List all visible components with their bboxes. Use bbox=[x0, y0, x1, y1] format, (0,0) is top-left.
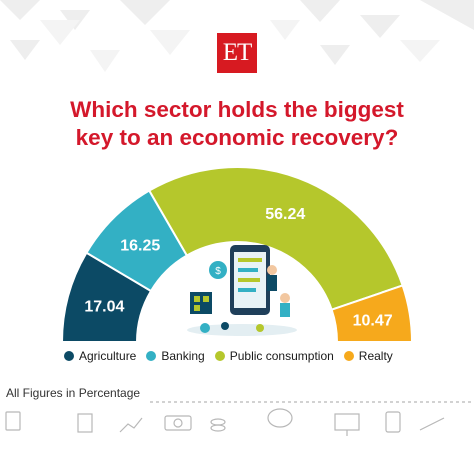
value-label-banking: 16.25 bbox=[120, 237, 160, 254]
et-logo: ET bbox=[217, 33, 257, 73]
notepad-icon bbox=[77, 413, 93, 433]
finance-illustration: $ bbox=[187, 245, 297, 336]
legend-item-public-consumption: Public consumption bbox=[214, 349, 334, 363]
background-pattern bbox=[0, 0, 474, 72]
legend-label-banking: Banking bbox=[161, 349, 205, 363]
calculator-icon bbox=[385, 411, 401, 433]
chart-legend: Agriculture Banking Public consumption R… bbox=[64, 348, 403, 364]
value-label-public-consumption: 56.24 bbox=[265, 206, 305, 223]
legend-item-agriculture: Agriculture bbox=[64, 349, 136, 363]
chart-title: Which sector holds the biggest key to an… bbox=[0, 96, 474, 152]
footer-icon-strip bbox=[5, 401, 474, 436]
legend-swatch-banking bbox=[146, 351, 157, 361]
trend-icon bbox=[119, 417, 143, 433]
monitor-icon bbox=[334, 413, 360, 431]
title-line-2: key to an economic recovery? bbox=[75, 125, 399, 150]
legend-item-banking: Banking bbox=[146, 349, 205, 363]
banknote-icon bbox=[164, 415, 192, 431]
legend-label-public-consumption: Public consumption bbox=[229, 349, 334, 363]
legend-label-realty: Realty bbox=[358, 349, 393, 363]
legend-swatch-public-consumption bbox=[214, 351, 225, 361]
piggy-bank-icon bbox=[267, 408, 293, 428]
coins-icon bbox=[210, 424, 226, 432]
segment-realty bbox=[330, 284, 414, 343]
value-label-agriculture: 17.04 bbox=[84, 299, 124, 316]
segment-public-consumption bbox=[147, 166, 404, 311]
legend-swatch-agriculture bbox=[64, 351, 74, 361]
title-line-1: Which sector holds the biggest bbox=[70, 97, 404, 122]
legend-label-agriculture: Agriculture bbox=[79, 349, 137, 363]
document-icon bbox=[5, 411, 21, 431]
semi-donut-chart: 17.04 16.25 56.24 10.47 $ bbox=[60, 166, 414, 343]
footnote: All Figures in Percentage bbox=[6, 386, 141, 400]
legend-item-realty: Realty bbox=[343, 349, 393, 363]
svg-text:$: $ bbox=[215, 266, 221, 277]
pen-icon bbox=[419, 417, 445, 431]
value-label-realty: 10.47 bbox=[353, 312, 393, 329]
legend-swatch-realty bbox=[343, 351, 354, 361]
